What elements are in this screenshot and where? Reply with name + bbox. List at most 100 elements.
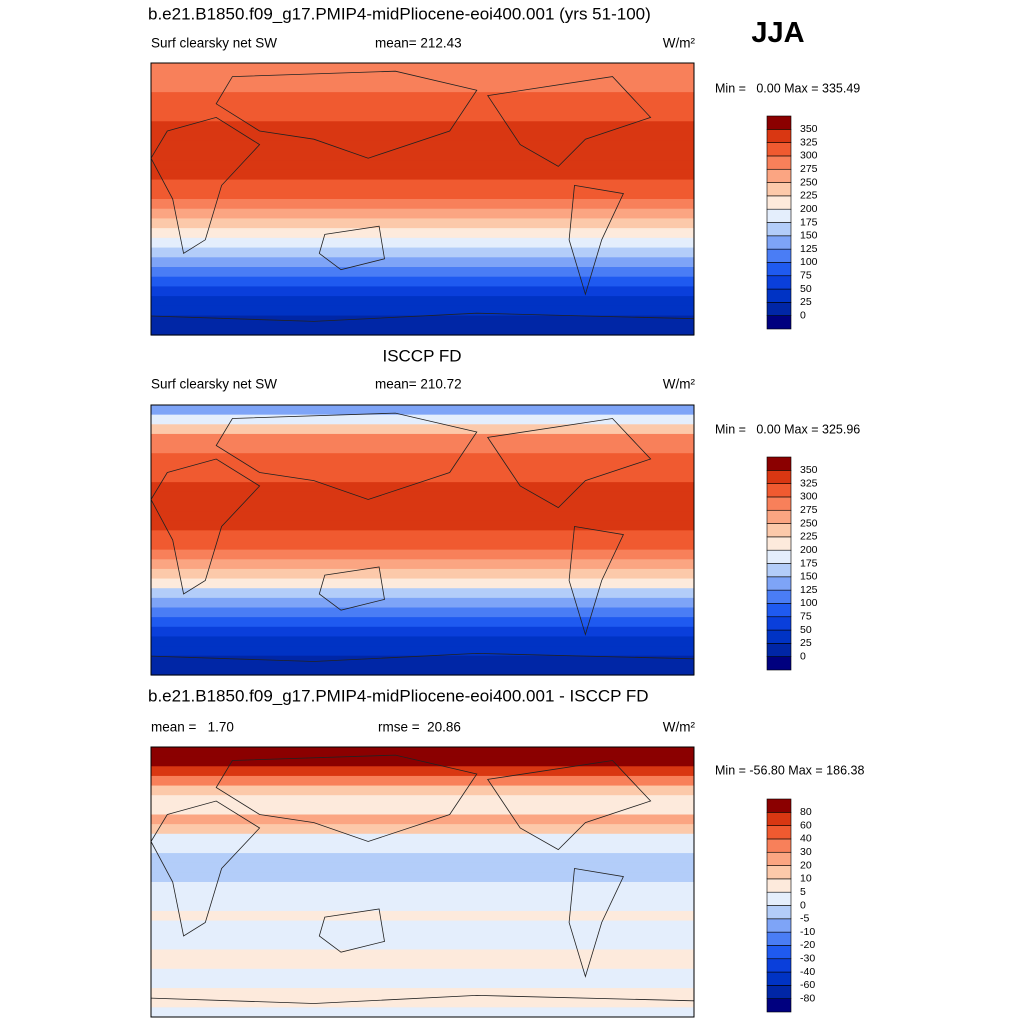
colorbar-box (766, 129, 792, 143)
colorbar-box (766, 643, 792, 657)
panel-center-label: mean= 210.72 (375, 377, 462, 392)
unit-label: W/m² (663, 36, 696, 51)
map-band (151, 862, 694, 873)
panel-left-label: Surf clearsky net SW (151, 36, 277, 51)
map-band (151, 804, 694, 816)
coastline (150, 458, 261, 595)
map-band (151, 665, 694, 676)
map-band (151, 578, 694, 589)
coastline (150, 800, 261, 937)
min-max-label: Min = 0.00 Max = 325.96 (715, 422, 860, 436)
map-band (151, 472, 694, 483)
map-band (151, 520, 694, 531)
colorbar-label: 300 (800, 491, 818, 503)
map-band (151, 111, 694, 122)
colorbar-box (766, 222, 792, 237)
map-band (151, 747, 694, 758)
map-band (151, 218, 694, 229)
map-band (151, 199, 694, 210)
map-band (151, 824, 694, 835)
map-band (151, 462, 694, 474)
colorbar-box (766, 182, 792, 197)
colorbar-label: 275 (800, 163, 818, 175)
colorbar-box (766, 470, 792, 484)
colorbar-label: 75 (800, 611, 812, 623)
colorbar-box (766, 851, 792, 866)
coastline (568, 526, 624, 636)
coastline (215, 70, 478, 159)
colorbar-label: 0 (800, 899, 806, 911)
map-band (151, 607, 694, 618)
colorbar-label: 200 (800, 203, 818, 215)
coastline (318, 908, 385, 953)
colorbar-box (766, 496, 792, 511)
map-band (151, 968, 694, 980)
map-band (151, 901, 694, 912)
colorbar-box (766, 509, 792, 524)
map-band (151, 257, 694, 268)
colorbar-box (766, 456, 792, 471)
map-band (151, 405, 694, 416)
coastline (487, 760, 652, 851)
colorbar-box (766, 985, 792, 999)
map-band (151, 833, 694, 845)
colorbar-label: 225 (800, 190, 818, 202)
colorbar-label: 5 (800, 886, 806, 898)
colorbar-label: 20 (800, 859, 812, 871)
colorbar-label: 350 (800, 464, 818, 476)
colorbar-box (766, 262, 792, 277)
map-band (151, 63, 694, 74)
colorbar-label: -60 (800, 979, 815, 991)
map-frame (150, 746, 695, 1018)
colorbar-box (766, 812, 792, 826)
map-band (151, 82, 694, 93)
map-band (151, 655, 694, 666)
map-band (151, 795, 694, 806)
colorbar-box (766, 523, 792, 538)
map-band (151, 140, 694, 152)
colorbar-label: 30 (800, 846, 812, 858)
coastline (150, 116, 261, 255)
colorbar-box (766, 838, 792, 853)
colorbar-label: 50 (800, 624, 812, 636)
map-band (151, 131, 694, 142)
colorbar-box (766, 142, 792, 157)
colorbar-box (766, 576, 792, 591)
colorbar-box (766, 549, 792, 564)
colorbar-box (766, 945, 792, 960)
colorbar-label: 200 (800, 544, 818, 556)
colorbar-box (766, 878, 792, 893)
colorbar-label: 25 (800, 637, 812, 649)
map-band (151, 160, 694, 171)
map-band (151, 988, 694, 999)
map-band (151, 949, 694, 960)
map-band (151, 775, 694, 787)
map-band (151, 511, 694, 522)
coastline (150, 312, 695, 322)
colorbar-label: 250 (800, 176, 818, 188)
panel-left-label: mean = 1.70 (151, 720, 234, 735)
colorbar-label: 225 (800, 531, 818, 543)
map-band (151, 843, 694, 854)
colorbar-box (766, 589, 792, 604)
map-band (151, 785, 694, 796)
colorbar-label: 175 (800, 216, 818, 228)
min-max-label: Min = -56.80 Max = 186.38 (715, 763, 864, 777)
map-band (151, 228, 694, 239)
map-band (151, 121, 694, 132)
colorbar-label: -30 (800, 953, 815, 965)
colorbar-label: -40 (800, 966, 815, 978)
map-band (151, 568, 694, 580)
map-band (151, 930, 694, 941)
map-band (151, 453, 694, 464)
coastline (215, 754, 478, 842)
map-band (151, 101, 694, 113)
colorbar-label: 250 (800, 517, 818, 529)
map-band (151, 882, 694, 893)
colorbar-box (766, 235, 792, 250)
map-band (151, 179, 694, 190)
map-band (151, 636, 694, 647)
colorbar-box (766, 891, 792, 906)
colorbar-label: 350 (800, 123, 818, 135)
